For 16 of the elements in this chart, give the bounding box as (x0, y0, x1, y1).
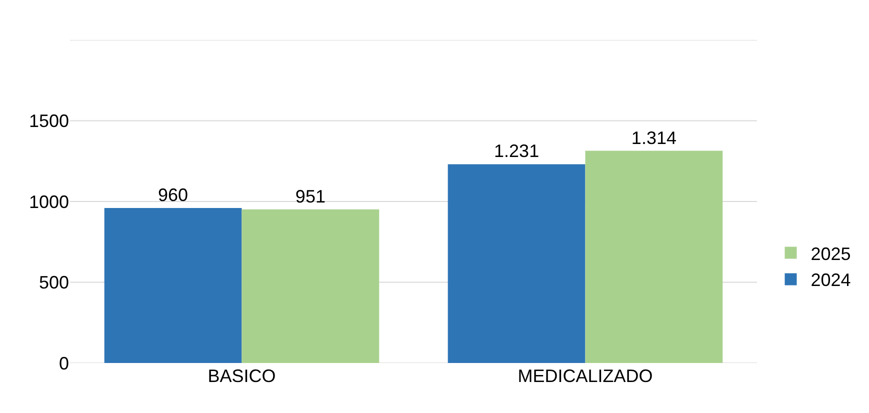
bar (104, 208, 242, 363)
data-label: 960 (158, 184, 188, 205)
bar (448, 164, 586, 363)
data-label: 1.314 (631, 128, 676, 148)
y-tick-label: 0 (58, 353, 69, 374)
bar (242, 209, 380, 363)
x-tick-label: MEDICALIZADO (518, 366, 653, 386)
bar (585, 150, 723, 363)
y-tick-label: 1000 (28, 192, 69, 212)
x-tick-label: BASICO (208, 366, 276, 386)
y-tick-label: 500 (38, 272, 69, 293)
legend-label: 2025 (810, 244, 851, 264)
legend-label: 2024 (810, 270, 851, 290)
y-tick-label: 1500 (28, 111, 69, 132)
data-label: 951 (295, 186, 326, 206)
data-label: 1.231 (494, 141, 540, 162)
